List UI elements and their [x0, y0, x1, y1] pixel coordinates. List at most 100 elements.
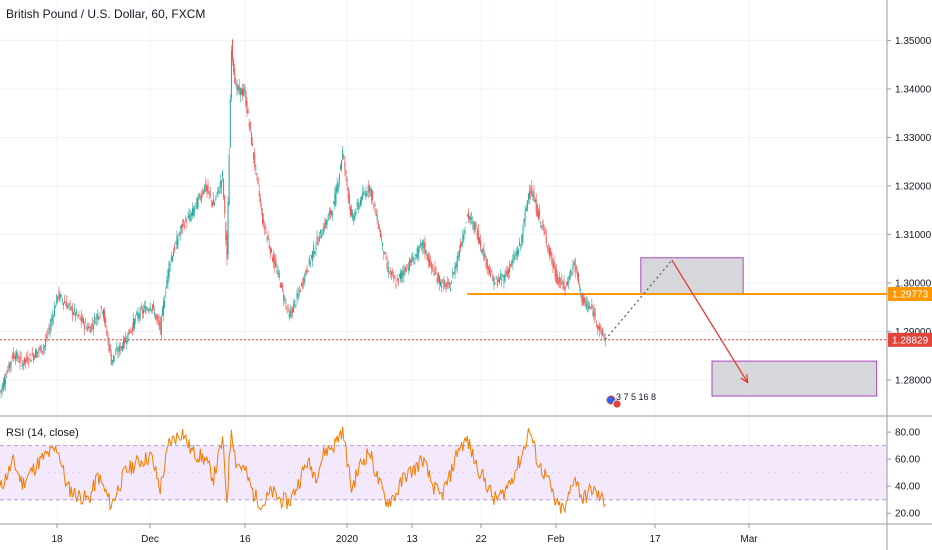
candle-body — [144, 306, 146, 308]
candle-body — [391, 271, 393, 275]
candle-body — [427, 254, 429, 263]
candle-body — [237, 85, 239, 90]
candle-body — [223, 179, 225, 198]
candle-body — [82, 318, 84, 324]
candle-body — [593, 307, 595, 320]
projection-dotted-line — [604, 259, 673, 341]
candle-body — [471, 217, 473, 220]
candle-body — [585, 302, 587, 309]
candle-body — [444, 282, 446, 284]
candle-body — [79, 318, 81, 320]
candle-body — [418, 246, 420, 248]
candle-body — [318, 236, 320, 242]
candle-body — [210, 200, 212, 202]
candle-body — [185, 217, 187, 222]
candle-body — [410, 260, 412, 263]
candle-body — [493, 277, 495, 286]
candle-body — [229, 99, 231, 148]
candle-body — [343, 155, 345, 158]
candle-body — [99, 315, 101, 317]
candle-body — [514, 258, 516, 259]
candle-body — [120, 346, 122, 348]
candle-body — [406, 265, 408, 267]
candle-body — [435, 272, 437, 275]
candle-body — [193, 208, 195, 216]
candle-body — [529, 190, 531, 199]
candle-body — [532, 195, 534, 197]
candle-body — [344, 161, 346, 170]
candle-body — [596, 325, 598, 329]
candle-body — [433, 274, 435, 275]
candle-body — [505, 271, 507, 274]
candle-body — [453, 272, 455, 275]
candle-body — [506, 270, 508, 277]
candle-body — [31, 352, 33, 356]
candle-body — [218, 191, 220, 194]
candle-body — [378, 227, 380, 229]
candle-body — [428, 259, 430, 267]
candle-body — [12, 352, 14, 358]
candle-body — [96, 314, 98, 320]
candle-body — [0, 391, 1, 393]
candle-body — [443, 280, 445, 290]
candle-body — [504, 274, 506, 281]
candle-body — [278, 272, 280, 278]
candle-body — [595, 322, 597, 324]
candle-body — [531, 185, 533, 196]
candle-body — [177, 238, 179, 246]
candle-body — [219, 181, 221, 188]
candle-body — [183, 220, 185, 222]
candle-body — [216, 192, 218, 194]
candle-body — [298, 290, 300, 292]
candle-body — [100, 306, 102, 309]
projection-arrow-head — [740, 374, 749, 384]
candle-body — [485, 259, 487, 268]
candle-body — [21, 362, 23, 367]
candle-body — [198, 193, 200, 198]
candle-body — [226, 234, 228, 259]
candle-body — [178, 233, 180, 236]
candle-body — [59, 294, 61, 300]
candle-body — [546, 245, 548, 248]
candle-body — [117, 353, 119, 354]
price-tick-label: 1.34000 — [895, 84, 932, 95]
candle-body — [489, 269, 490, 273]
candle-body — [332, 212, 334, 216]
candle-body — [161, 307, 163, 316]
candle-body — [441, 285, 443, 289]
candle-body — [194, 207, 196, 212]
candle-body — [306, 267, 308, 273]
candle-body — [127, 332, 129, 343]
candle-body — [109, 345, 111, 351]
candle-body — [295, 304, 297, 307]
candle-body — [44, 345, 45, 348]
candle-body — [335, 187, 337, 205]
candle-body — [421, 243, 423, 245]
events-badge[interactable]: 3 7 5 16 8 — [606, 392, 656, 409]
candle-body — [566, 281, 568, 286]
candle-body — [507, 269, 509, 274]
candle-body — [480, 240, 482, 248]
candle-body — [317, 241, 319, 245]
candle-body — [18, 361, 20, 362]
candle-body — [249, 122, 251, 129]
candle-body — [104, 310, 106, 323]
flag-us-icon — [606, 395, 616, 405]
candle-body — [47, 333, 49, 336]
candle-body — [426, 253, 428, 260]
candle-body — [246, 100, 248, 114]
candle-body — [164, 300, 166, 308]
candle-body — [110, 354, 112, 365]
candle-body — [239, 87, 241, 96]
candle-body — [331, 211, 333, 215]
candle-body — [457, 256, 459, 258]
candle-body — [375, 210, 377, 216]
candle-body — [204, 184, 206, 193]
candle-body — [156, 315, 158, 319]
candle-body — [201, 192, 203, 194]
candle-body — [25, 359, 27, 362]
candle-body — [564, 286, 566, 290]
candle-body — [124, 338, 126, 344]
candle-body — [424, 242, 426, 254]
candle-body — [224, 195, 226, 214]
